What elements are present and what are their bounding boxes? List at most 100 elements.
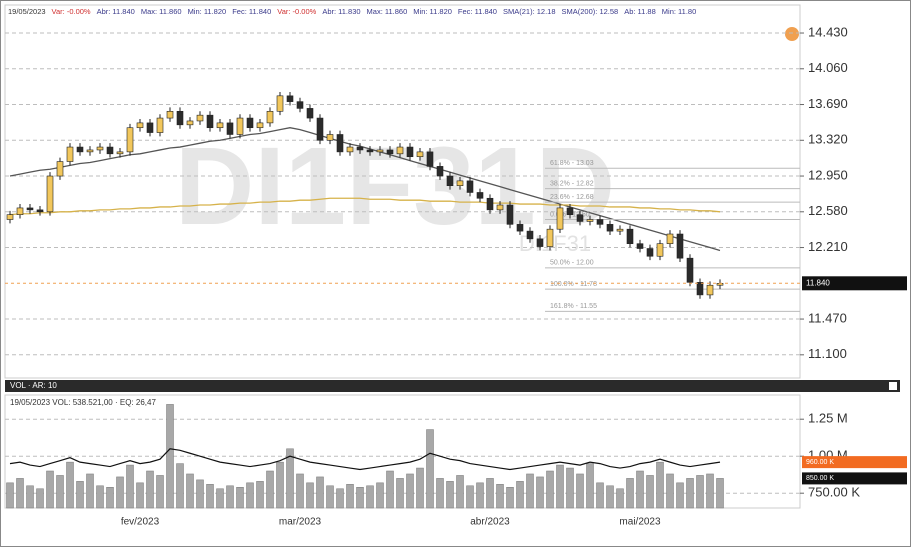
candle-body <box>46 175 54 213</box>
candle-body <box>366 149 374 153</box>
volume-bar <box>586 463 594 509</box>
fib-label: 50.0% - 12.00 <box>550 260 594 267</box>
volume-bar <box>646 475 654 509</box>
candle-body <box>286 95 294 102</box>
candle-body <box>706 284 714 296</box>
candle-body <box>216 122 224 129</box>
candle-body <box>226 122 234 135</box>
candle-body <box>76 146 84 153</box>
volume-bar <box>316 476 324 509</box>
volume-bar <box>216 488 224 509</box>
candle-body <box>296 101 304 109</box>
candle-body <box>456 180 464 187</box>
candle-body <box>276 95 284 112</box>
candle-body <box>696 282 704 296</box>
volume-bar <box>356 487 364 509</box>
candle-body <box>676 233 684 259</box>
candle-body <box>566 207 574 215</box>
y-tick-label: 14.430 <box>808 24 848 39</box>
y-tick-label: 11.470 <box>808 310 847 325</box>
volume-bar <box>196 479 204 509</box>
volume-bar <box>666 473 674 509</box>
volume-bar <box>516 481 524 509</box>
volume-title: VOL · AR: 10 <box>10 381 57 390</box>
x-tick-label: fev/2023 <box>121 517 160 528</box>
volume-bar <box>446 481 454 509</box>
volume-bar <box>676 482 684 509</box>
candle-body <box>636 243 644 249</box>
candle-body <box>126 127 134 153</box>
volume-bar <box>426 429 434 509</box>
candle-body <box>166 110 174 119</box>
candle-body <box>626 228 634 244</box>
y-tick-label: 13.320 <box>808 132 848 147</box>
candle-body <box>36 209 44 213</box>
volume-bar <box>276 461 284 509</box>
candle-body <box>116 151 124 155</box>
volume-bar <box>6 482 14 509</box>
fib-label: 38.2% - 12.82 <box>550 180 594 187</box>
fib-label: 23.6% - 12.68 <box>550 194 594 201</box>
candle-body <box>146 122 154 133</box>
candle-body <box>196 114 204 122</box>
header-item: Ab: 11.88 <box>624 7 656 16</box>
candle-body <box>256 122 264 129</box>
candle-body <box>466 180 474 193</box>
volume-tag-label: 850.00 K <box>806 475 834 482</box>
volume-bar <box>76 481 84 509</box>
candle-body <box>6 214 14 220</box>
candle-body <box>446 175 454 187</box>
volume-bar <box>206 484 214 509</box>
candle-body <box>436 166 444 177</box>
x-tick-label: mar/2023 <box>279 517 322 528</box>
candle-body <box>96 146 104 151</box>
volume-bar <box>176 463 184 509</box>
header-item: Fec: 11.840 <box>232 7 271 16</box>
volume-bar <box>496 484 504 509</box>
candle-body <box>16 207 24 215</box>
candle-body <box>306 108 314 119</box>
volume-bar <box>716 478 724 509</box>
volume-bar <box>436 478 444 509</box>
volume-bar <box>696 475 704 509</box>
header-item: Min: 11.820 <box>413 7 452 16</box>
x-tick-label: mai/2023 <box>619 517 661 528</box>
watermark: DI1F31D <box>175 125 615 248</box>
candle-body <box>66 146 74 162</box>
volume-tag-label: 960.00 K <box>806 459 834 466</box>
volume-bar <box>616 488 624 509</box>
candle-body <box>266 110 274 124</box>
y-tick-label: 12.210 <box>808 239 848 254</box>
header-item: Abr: 11.830 <box>322 7 360 16</box>
moving-average <box>9 127 721 252</box>
last-price-label: 11.840 <box>806 278 830 287</box>
candle-body <box>316 117 324 141</box>
candle-body <box>26 207 34 211</box>
y-tick-label: 12.580 <box>808 203 848 218</box>
candle-body <box>346 146 354 153</box>
volume-bar <box>246 482 254 509</box>
volume-bar <box>486 478 494 509</box>
alert-icon <box>785 27 799 41</box>
candle-body <box>496 204 504 211</box>
header-item: Fec: 11.840 <box>458 7 497 16</box>
y-tick-label: 13.690 <box>808 96 848 111</box>
last-price-tag <box>802 276 907 291</box>
volume-bar <box>406 473 414 509</box>
header-item: Var: -0.00% <box>277 7 316 16</box>
header-item: Abr: 11.840 <box>97 7 135 16</box>
candle-body <box>686 257 694 283</box>
panel-button[interactable] <box>889 382 897 390</box>
volume-subtitle: 19/05/2023 VOL: 538.521,00 · EQ: 26,47 <box>10 398 156 407</box>
candle-body <box>246 117 254 129</box>
y-tick-label: 14.060 <box>808 60 848 75</box>
y-tick-label: 1.25 M <box>808 411 848 426</box>
candle-body <box>426 151 434 167</box>
candle-body <box>646 248 654 257</box>
candle-body <box>476 192 484 199</box>
volume-bar <box>96 485 104 509</box>
candle-body <box>656 243 664 257</box>
candle-body <box>416 151 424 158</box>
volume-tag <box>802 456 907 469</box>
candle-body <box>516 224 524 232</box>
